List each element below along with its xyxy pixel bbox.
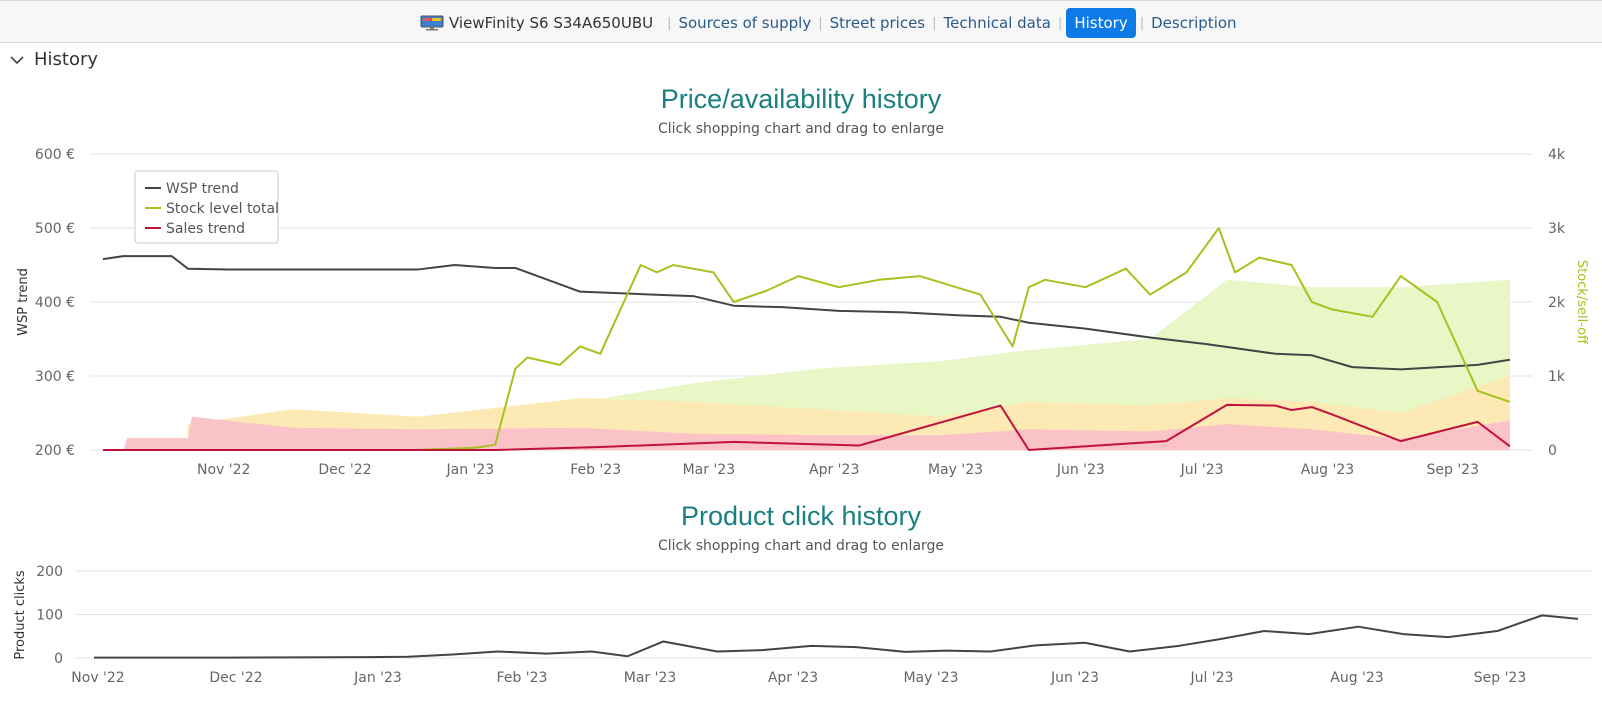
history-section-toggle[interactable]: History <box>10 49 98 70</box>
series-line-product-clicks <box>94 614 1579 659</box>
series-line-stock-level-total <box>103 227 1511 451</box>
x-tick-label: Aug '23 <box>1330 670 1383 686</box>
section-title: History <box>34 49 99 70</box>
y-tick-label: 200 € <box>35 443 75 459</box>
chevron-down-icon <box>10 55 24 64</box>
y2-tick-label: 2k <box>1548 295 1566 311</box>
legend-label: WSP trend <box>166 181 239 197</box>
x-tick-label: Jul '23 <box>1189 670 1233 686</box>
y2-tick-label: 0 <box>1548 443 1557 459</box>
y-axis-label: Product clicks <box>13 570 28 660</box>
nav-description[interactable]: Description <box>1151 14 1237 32</box>
x-tick-label: Jun '23 <box>1056 462 1105 478</box>
x-tick-label: Sep '23 <box>1427 462 1480 478</box>
x-tick-label: Feb '23 <box>497 670 548 686</box>
x-tick-label: Dec '22 <box>209 670 262 686</box>
y-tick-label: 200 <box>36 564 63 580</box>
x-tick-label: Nov '22 <box>71 670 124 686</box>
nav-sources-of-supply[interactable]: Sources of supply <box>678 14 812 32</box>
nav-street-prices[interactable]: Street prices <box>829 14 926 32</box>
product-nav-bar: ViewFinity S6 S34A650UBU | Sources of su… <box>0 0 1602 43</box>
product-nav: ViewFinity S6 S34A650UBU | Sources of su… <box>420 8 1244 38</box>
y-tick-label: 600 € <box>35 147 75 163</box>
x-tick-label: Dec '22 <box>318 462 371 478</box>
legend-label: Sales trend <box>166 221 245 237</box>
click-chart-subtitle: Click shopping chart and drag to enlarge <box>657 538 945 554</box>
nav-history-active[interactable]: History <box>1066 8 1136 38</box>
y2-axis-label: Stock/sell-off <box>1574 260 1589 345</box>
monitor-icon <box>420 15 444 31</box>
nav-separator: | <box>667 15 672 31</box>
series-line-wsp-trend <box>102 255 1511 371</box>
x-tick-label: Jun '23 <box>1050 670 1099 686</box>
nav-separator: | <box>932 15 937 31</box>
x-tick-label: Sep '23 <box>1474 670 1527 686</box>
x-tick-label: Mar '23 <box>624 670 677 686</box>
y-tick-label: 400 € <box>35 295 75 311</box>
y-tick-label: 500 € <box>35 221 75 237</box>
nav-separator: | <box>818 15 823 31</box>
x-tick-label: Mar '23 <box>683 462 736 478</box>
series-line-sales-trend <box>103 403 1511 451</box>
y-tick-label: 100 <box>36 608 63 624</box>
x-tick-label: May '23 <box>903 670 958 686</box>
product-name: ViewFinity S6 S34A650UBU <box>420 14 653 32</box>
nav-separator: | <box>1057 15 1063 31</box>
legend-label: Stock level total <box>166 201 279 217</box>
chart-legend <box>134 170 279 244</box>
x-tick-label: Nov '22 <box>197 462 250 478</box>
y-axis-label: WSP trend <box>16 268 31 336</box>
y2-tick-label: 4k <box>1548 147 1566 163</box>
product-title: ViewFinity S6 S34A650UBU <box>449 14 654 32</box>
x-tick-label: Apr '23 <box>768 670 818 686</box>
x-tick-label: Apr '23 <box>809 462 859 478</box>
price-availability-chart[interactable]: 200 € 300 € 400 € 500 € 600 € 0 1k 2k 3k 4k Nov '2… <box>0 0 1602 490</box>
price-chart-subtitle: Click shopping chart and drag to enlarge <box>657 121 945 137</box>
x-tick-label: Jan '23 <box>353 670 402 686</box>
nav-separator: | <box>1139 15 1145 31</box>
x-tick-label: Aug '23 <box>1301 462 1354 478</box>
price-chart-title: Price/availability history <box>660 84 942 114</box>
y2-tick-label: 3k <box>1548 221 1566 237</box>
click-chart-title: Product click history <box>680 501 922 531</box>
y-tick-label: 300 € <box>35 369 75 385</box>
x-tick-label: May '23 <box>928 462 983 478</box>
x-tick-label: Feb '23 <box>570 462 621 478</box>
x-tick-label: Jan '23 <box>445 462 494 478</box>
y-tick-label: 0 <box>54 651 63 667</box>
x-tick-label: Jul '23 <box>1180 462 1224 478</box>
nav-technical-data[interactable]: Technical data <box>943 14 1051 32</box>
y2-tick-label: 1k <box>1548 369 1566 385</box>
